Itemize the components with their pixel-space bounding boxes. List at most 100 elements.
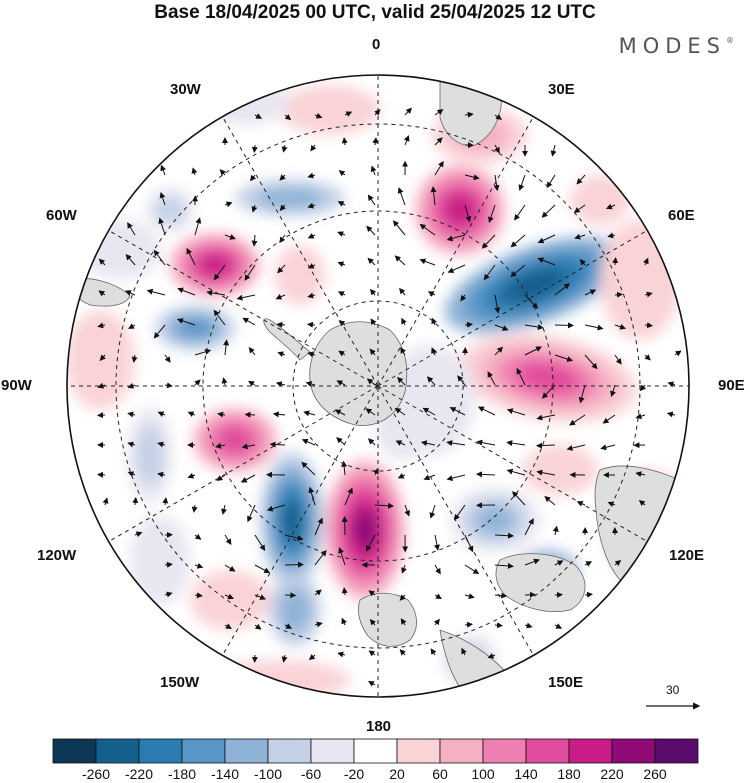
wind-vector	[194, 379, 201, 386]
wind-vector	[494, 592, 508, 599]
wind-vector	[223, 339, 230, 356]
colorbar-swatch	[52, 738, 97, 764]
wind-vector	[224, 534, 232, 545]
wind-vector	[160, 164, 166, 176]
anomaly-contour	[503, 268, 567, 302]
wind-vector	[187, 472, 196, 479]
colorbar-swatch	[224, 738, 269, 764]
wind-vector	[449, 407, 466, 416]
wind-vector	[541, 204, 556, 218]
wind-vector	[157, 441, 166, 448]
wind-vector	[524, 346, 542, 356]
wind-vector	[494, 562, 514, 569]
wind-vector	[224, 564, 236, 572]
anomaly-contour	[517, 362, 579, 394]
wind-vector	[284, 561, 304, 568]
wind-vector	[241, 443, 256, 450]
wind-vector	[159, 191, 166, 206]
wind-vector	[536, 414, 556, 421]
wind-vector	[434, 109, 444, 116]
wind-vector	[397, 376, 406, 386]
map-title: Base 18/04/2025 00 UTC, valid 25/04/2025…	[154, 2, 596, 23]
anomaly-contour	[475, 505, 515, 535]
wind-vector	[566, 444, 586, 451]
wind-vector	[494, 144, 500, 154]
colorbar-swatch	[396, 738, 441, 764]
wind-vector	[584, 324, 604, 331]
wind-vector	[251, 204, 258, 213]
wind-vector	[370, 318, 377, 326]
wind-vector	[524, 518, 534, 536]
wind-vector	[366, 534, 376, 552]
wind-vector	[314, 621, 323, 628]
wind-vector	[164, 561, 173, 568]
wind-vector	[217, 411, 226, 418]
anomaly-contour	[282, 500, 302, 540]
lon-label-120e: 120E	[669, 547, 705, 564]
wind-vector	[399, 594, 406, 601]
wind-vector	[635, 413, 646, 420]
wind-vector	[164, 354, 171, 363]
wind-vector	[446, 234, 466, 242]
wind-vector	[365, 408, 376, 416]
wind-vector	[460, 294, 467, 302]
wind-vector	[401, 317, 407, 326]
wind-vector	[446, 474, 466, 482]
wind-vector	[554, 623, 563, 629]
wind-vector	[584, 561, 593, 567]
wind-vector	[400, 618, 407, 626]
wind-vector	[368, 681, 376, 687]
lon-label-0: 0	[372, 36, 381, 53]
wind-vector	[422, 407, 436, 416]
wind-vector	[369, 348, 376, 356]
wind-vector	[310, 144, 317, 152]
wind-vector	[494, 294, 501, 314]
colorbar-tick-label: 260	[643, 766, 667, 782]
anomaly-contour	[280, 85, 380, 135]
wind-vector	[127, 382, 136, 389]
wind-vector	[102, 497, 109, 506]
colorbar-tick-label: -60	[300, 766, 322, 782]
map-boundary	[66, 74, 690, 698]
wind-vector	[481, 234, 496, 249]
wind-vector	[612, 257, 619, 266]
wind-vector	[392, 220, 406, 236]
anomaly-contour	[80, 220, 160, 280]
wind-vector	[194, 592, 203, 599]
wind-vector	[394, 407, 406, 416]
wind-vector	[344, 487, 353, 506]
colorbar-swatch	[611, 738, 656, 764]
wind-vector	[607, 232, 616, 239]
wind-vector	[554, 354, 574, 362]
wind-vector	[281, 144, 288, 153]
wind-vector	[600, 444, 616, 451]
wind-vector	[338, 350, 346, 357]
wind-vector	[643, 257, 649, 266]
wind-vector	[434, 160, 444, 176]
wind-vector	[554, 283, 570, 296]
wind-vector	[213, 264, 226, 281]
wind-vector	[279, 174, 286, 181]
wind-vector	[98, 290, 106, 297]
wind-vector	[605, 203, 616, 210]
wind-vector	[635, 471, 646, 478]
wind-vector	[493, 174, 500, 192]
anomaly-contour	[444, 194, 476, 226]
wind-vector	[639, 384, 647, 392]
wind-vector	[305, 381, 316, 387]
wind-vector	[186, 247, 196, 266]
wind-vector	[336, 437, 346, 446]
anomaly-contour	[155, 196, 185, 224]
wind-vector	[506, 468, 526, 476]
colorbar-swatch	[138, 738, 183, 764]
wind-vector	[544, 496, 556, 506]
brand-logo: MODES®	[619, 34, 734, 58]
wind-vector	[367, 257, 376, 266]
wind-vector	[584, 289, 597, 296]
wind-vector	[248, 347, 256, 356]
colorbar-swatch	[310, 738, 355, 764]
wind-vector	[644, 291, 653, 298]
wind-vector	[602, 414, 616, 424]
colorbar-swatch	[267, 738, 312, 764]
wind-vector	[284, 113, 292, 121]
